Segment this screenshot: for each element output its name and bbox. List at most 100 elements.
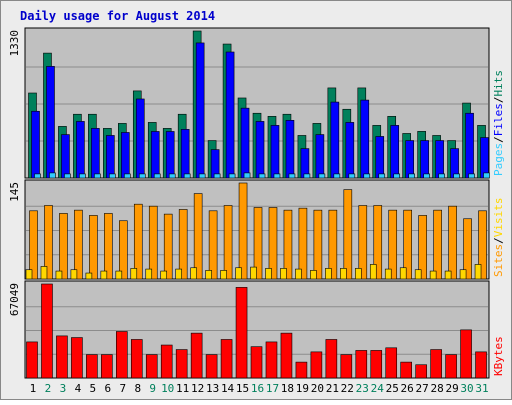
day-label-10: 10 (161, 382, 174, 395)
day-label-12: 12 (191, 382, 204, 395)
bar-sites-day-1 (25, 269, 33, 280)
bar-pages-day-15 (243, 172, 251, 179)
bar-sites-day-14 (220, 270, 227, 280)
bar-files-day-30 (465, 112, 474, 179)
bar-sites-day-25 (384, 268, 392, 280)
bar-sites-day-27 (414, 269, 422, 280)
bar-visits-day-19 (298, 207, 308, 280)
bar-visits-day-14 (223, 205, 233, 280)
bar-files-day-18 (285, 120, 295, 179)
day-label-27: 27 (416, 382, 429, 395)
bar-files-day-14 (225, 51, 235, 179)
day-label-5: 5 (90, 382, 97, 395)
legend-item-visits-2: Visits (492, 198, 505, 238)
day-label-7: 7 (119, 382, 126, 395)
bar-visits-day-4 (74, 209, 83, 280)
bar-kbytes-day-25 (385, 347, 398, 379)
bar-pages-day-30 (468, 173, 475, 179)
bar-visits-day-30 (463, 218, 472, 280)
bar-kbytes-day-30 (460, 329, 472, 379)
day-label-3: 3 (60, 382, 67, 395)
day-label-4: 4 (75, 382, 82, 395)
bar-files-day-23 (360, 99, 370, 179)
bar-files-day-11 (180, 129, 190, 179)
bar-files-day-17 (270, 125, 280, 179)
bar-files-day-6 (106, 135, 115, 179)
bar-kbytes-day-29 (445, 354, 457, 379)
bar-pages-day-9 (153, 173, 161, 179)
bar-visits-day-11 (178, 209, 188, 280)
bar-visits-day-28 (433, 209, 442, 280)
bar-sites-day-28 (429, 270, 437, 280)
bar-visits-day-10 (163, 213, 173, 280)
bar-files-day-27 (420, 140, 429, 179)
bar-visits-day-31 (478, 210, 487, 280)
bar-sites-day-29 (444, 270, 452, 280)
bar-visits-day-3 (59, 213, 68, 280)
bar-visits-day-23 (358, 205, 368, 280)
bar-pages-day-2 (49, 172, 56, 179)
bar-visits-day-9 (148, 205, 158, 280)
ymax-label-kbytes: 67049 (8, 283, 21, 316)
legend-visits: Sites/Visits (492, 198, 505, 278)
bar-visits-day-29 (448, 205, 457, 280)
bar-visits-day-1 (29, 210, 38, 280)
legend-item-hits-1: / (492, 136, 505, 143)
bar-kbytes-day-27 (415, 364, 427, 379)
bar-pages-day-13 (213, 173, 221, 179)
bar-sites-day-7 (115, 270, 123, 280)
bar-kbytes-day-3 (56, 335, 68, 379)
bar-visits-day-2 (44, 205, 53, 280)
bar-files-day-2 (46, 66, 55, 179)
bar-files-day-8 (135, 98, 145, 179)
bar-pages-day-14 (228, 173, 236, 179)
bar-visits-day-6 (104, 213, 113, 280)
bar-files-day-31 (480, 137, 489, 179)
bar-pages-day-8 (138, 173, 146, 179)
bar-kbytes-day-1 (26, 341, 38, 379)
chart-title: Daily usage for August 2014 (20, 9, 215, 23)
bar-sites-day-8 (130, 268, 138, 280)
bar-visits-day-7 (119, 220, 128, 280)
legend-item-hits-0: Pages (492, 143, 505, 176)
bar-kbytes-day-6 (101, 354, 113, 379)
bar-files-day-15 (240, 107, 250, 179)
bar-sites-day-12 (190, 267, 197, 280)
bar-visits-day-16 (253, 207, 263, 280)
bar-kbytes-day-10 (160, 344, 173, 379)
bar-kbytes-day-28 (430, 349, 442, 379)
day-label-9: 9 (149, 382, 156, 395)
bar-files-day-28 (435, 140, 444, 179)
legend-item-visits-1: / (492, 237, 505, 244)
bar-pages-day-21 (333, 173, 341, 179)
bar-pages-day-23 (363, 173, 371, 179)
bar-pages-day-16 (258, 173, 266, 179)
bar-kbytes-day-20 (310, 351, 323, 379)
bar-kbytes-day-21 (325, 339, 338, 379)
bar-sites-day-5 (85, 272, 93, 280)
bar-kbytes-day-31 (475, 351, 487, 379)
bar-pages-day-12 (198, 173, 206, 179)
bar-pages-day-29 (453, 173, 460, 179)
bar-files-day-29 (450, 148, 459, 179)
bar-sites-day-10 (160, 270, 168, 280)
bar-kbytes-day-13 (205, 354, 218, 379)
bar-visits-day-20 (313, 209, 323, 280)
chart-panels: 1330Pages/Files/Hits145Sites/Visits67049… (8, 27, 505, 379)
bar-files-day-3 (61, 134, 70, 179)
bar-kbytes-day-14 (220, 339, 233, 379)
bar-pages-day-1 (34, 173, 41, 179)
bar-pages-day-17 (273, 173, 281, 179)
bar-sites-day-11 (175, 268, 182, 280)
day-label-15: 15 (236, 382, 249, 395)
bar-sites-day-13 (205, 270, 212, 280)
bar-kbytes-day-11 (175, 349, 188, 379)
ymax-label-hits: 1330 (8, 30, 21, 57)
bar-kbytes-day-26 (400, 361, 412, 379)
bar-files-day-20 (315, 134, 325, 179)
day-label-24: 24 (371, 382, 385, 395)
bar-visits-day-25 (388, 209, 398, 280)
bar-pages-day-4 (79, 173, 86, 179)
bar-pages-day-31 (483, 172, 490, 179)
